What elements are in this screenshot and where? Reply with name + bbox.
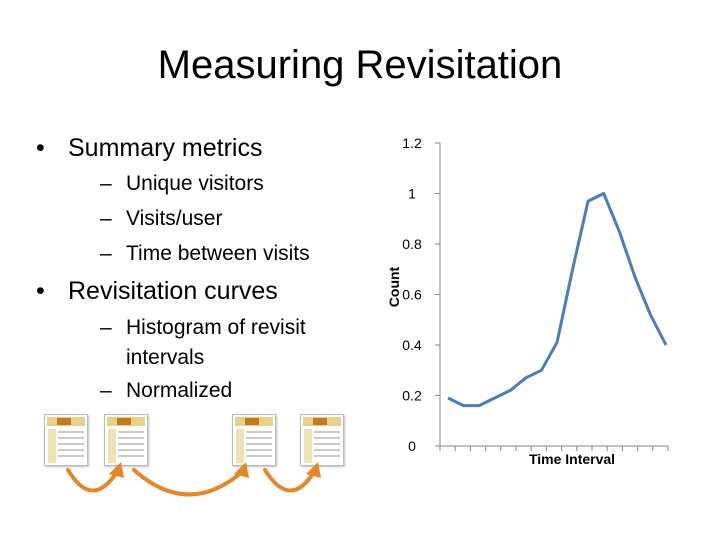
arrow-head-icon — [306, 462, 321, 478]
sub-bullet-text-continued: intervals — [126, 346, 205, 369]
bullet-list: • Summary metrics – Unique visitors – Visit… — [0, 0, 380, 420]
revisit-arrow-3 — [263, 468, 316, 493]
y-axis-title: Count — [386, 266, 402, 307]
series-line — [447, 192, 668, 408]
y-tick-label: 1 — [408, 186, 416, 202]
bullet-text: Revisitation curves — [68, 277, 278, 305]
x-axis-title: Time Interval — [529, 451, 615, 467]
bullet-dot-icon: • — [36, 277, 45, 305]
revisit-arrow-1 — [66, 468, 119, 493]
bullet-summary-metrics: • Summary metrics — [36, 133, 262, 163]
webpage-thumbnail-icon — [104, 414, 148, 466]
webpage-thumbnail-icon — [44, 414, 88, 466]
y-tick-label: 1.2 — [402, 135, 422, 151]
sub-bullet-histogram: – Histogram of revisit intervals — [100, 313, 306, 373]
dash-icon: – — [100, 172, 112, 195]
webpage-thumbnail-icon — [232, 414, 276, 466]
bullet-revisitation-curves: • Revisitation curves — [36, 276, 278, 306]
y-axis-ticks — [435, 142, 440, 447]
sub-bullet-text: Normalized — [126, 379, 233, 402]
y-axis-tick-labels: 0 0.2 0.4 0.6 0.8 1 1.2 — [402, 135, 422, 454]
sub-bullet-text: Visits/user — [126, 207, 223, 230]
y-tick-label: 0.4 — [402, 337, 422, 353]
sub-bullet-text: Histogram of revisit — [126, 316, 306, 339]
dash-icon: – — [100, 242, 112, 265]
sub-bullet-time-between-visits: – Time between visits — [100, 239, 310, 269]
webpage-thumbnail-icon — [300, 414, 344, 466]
sub-bullet-normalized: – Normalized — [100, 376, 232, 406]
revisit-arrow-2 — [132, 468, 244, 497]
bullet-text: Summary metrics — [68, 134, 263, 162]
y-tick-label: 0.6 — [402, 287, 422, 303]
dash-icon: – — [100, 316, 112, 339]
y-tick-label: 0.2 — [402, 388, 422, 404]
arrow-head-icon — [234, 462, 249, 478]
x-axis-ticks — [439, 446, 669, 451]
sub-bullet-text: Unique visitors — [126, 172, 264, 195]
dash-icon: – — [100, 379, 112, 402]
dash-icon: – — [100, 207, 112, 230]
sub-bullet-visits-per-user: – Visits/user — [100, 204, 222, 234]
sub-bullet-text: Time between visits — [126, 242, 310, 265]
slide-title: Measuring Revisitation — [157, 43, 563, 87]
arrow-head-icon — [109, 462, 124, 478]
sub-bullet-unique-visitors: – Unique visitors — [100, 169, 264, 199]
y-tick-label: 0 — [408, 438, 416, 454]
y-tick-label: 0.8 — [402, 236, 422, 252]
bullet-dot-icon: • — [36, 134, 45, 162]
